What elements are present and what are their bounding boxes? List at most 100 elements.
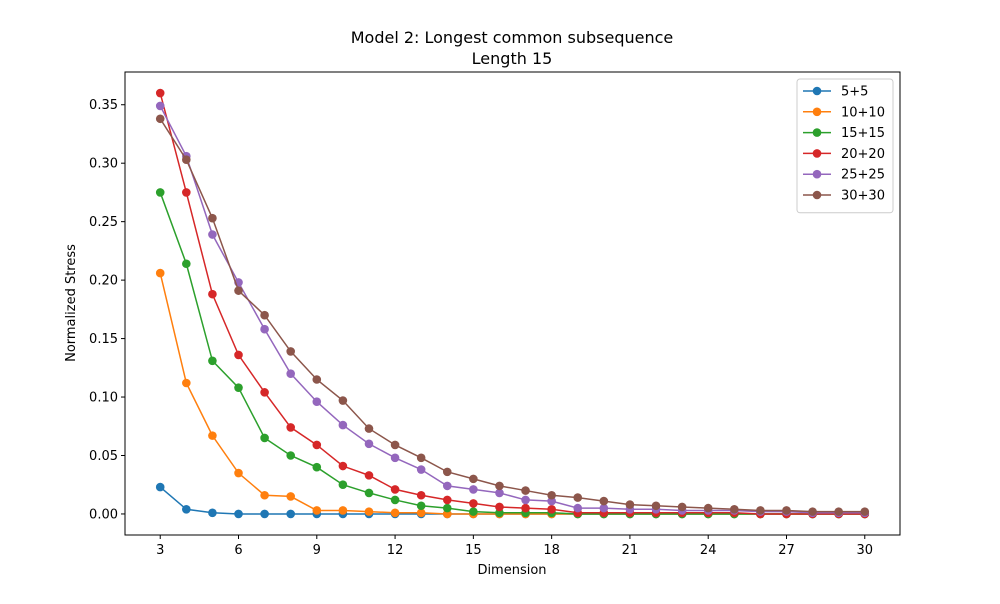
- x-tick-label: 18: [543, 543, 560, 558]
- data-point: [364, 424, 374, 433]
- data-point: [651, 501, 661, 511]
- data-point: [521, 495, 530, 505]
- x-tick-label: 12: [387, 543, 404, 558]
- data-point: [521, 503, 530, 513]
- data-point: [286, 492, 295, 501]
- x-tick-label: 27: [778, 543, 795, 558]
- series-line: [159, 118, 865, 513]
- data-point: [390, 485, 400, 494]
- series-30+30: [155, 114, 870, 516]
- legend-marker: [812, 169, 822, 179]
- data-point: [234, 286, 243, 295]
- y-tick-label: 0.35: [89, 98, 118, 113]
- data-point: [234, 350, 243, 360]
- data-point: [260, 490, 269, 500]
- legend-label: 30+30: [841, 189, 885, 204]
- data-point: [599, 496, 609, 506]
- data-point: [260, 310, 269, 320]
- data-point: [312, 397, 322, 407]
- data-point: [547, 490, 556, 500]
- data-point: [234, 383, 243, 392]
- series-25+25: [155, 101, 870, 518]
- y-tick-label: 0.30: [89, 157, 118, 172]
- data-point: [390, 440, 400, 450]
- data-point: [182, 188, 191, 197]
- data-point: [808, 507, 817, 516]
- data-point: [703, 503, 713, 513]
- y-tick-label: 0.25: [89, 215, 118, 230]
- data-point: [573, 503, 583, 513]
- x-tick-label: 24: [700, 543, 717, 558]
- data-point: [286, 369, 295, 378]
- plot-area: [155, 88, 870, 519]
- data-point: [364, 507, 374, 516]
- data-point: [155, 88, 165, 98]
- data-point: [208, 289, 217, 299]
- x-tick-label: 30: [856, 543, 873, 558]
- data-point: [312, 375, 322, 384]
- data-point: [469, 507, 478, 516]
- y-axis-label: Normalized Stress: [64, 244, 79, 362]
- legend-label: 15+15: [841, 126, 885, 141]
- data-point: [260, 388, 269, 397]
- data-point: [338, 480, 348, 490]
- x-tick-label: 21: [622, 543, 639, 558]
- y-tick-label: 0.05: [89, 449, 118, 464]
- legend-label: 20+20: [841, 147, 885, 162]
- chart-title: Model 2: Longest common subsequence: [351, 28, 674, 47]
- data-point: [442, 467, 452, 477]
- data-point: [834, 507, 843, 516]
- data-point: [155, 188, 165, 197]
- data-point: [390, 453, 400, 463]
- data-point: [364, 439, 374, 449]
- data-point: [416, 508, 426, 518]
- legend-item: 25+25: [803, 168, 885, 183]
- legend-item: 15+15: [803, 126, 885, 141]
- legend-item: 10+10: [803, 105, 885, 120]
- data-point: [260, 509, 269, 519]
- legend-marker: [812, 190, 822, 200]
- series-line: [159, 105, 865, 514]
- x-tick-label: 3: [156, 543, 164, 558]
- data-point: [730, 504, 739, 514]
- data-point: [260, 433, 269, 443]
- data-point: [286, 451, 295, 460]
- data-point: [547, 504, 556, 514]
- data-point: [338, 396, 348, 405]
- data-point: [234, 468, 243, 478]
- series-line: [159, 92, 865, 515]
- data-point: [182, 504, 191, 514]
- axes: 3 6 9 12 15 18 21 24 27 30 0.00 0.05 0.10 0.15 0.20 0.2…: [89, 71, 901, 558]
- data-point: [182, 155, 191, 164]
- legend-marker: [812, 86, 822, 96]
- data-point: [286, 509, 295, 519]
- x-tick-label: 6: [234, 543, 242, 558]
- legend-item: 20+20: [803, 147, 885, 162]
- data-point: [416, 490, 426, 500]
- y-tick-label: 0.10: [89, 391, 118, 406]
- data-point: [625, 500, 635, 509]
- y-tick-label: 0.15: [89, 332, 118, 347]
- data-point: [286, 423, 295, 432]
- data-point: [155, 114, 165, 124]
- series-15+15: [155, 188, 870, 519]
- plot-frame: [124, 71, 901, 536]
- data-point: [364, 488, 374, 498]
- data-point: [338, 461, 348, 471]
- data-point: [756, 506, 765, 515]
- data-point: [364, 471, 374, 480]
- data-point: [495, 488, 504, 498]
- data-point: [338, 420, 348, 430]
- data-point: [442, 503, 452, 513]
- data-point: [208, 431, 217, 440]
- data-point: [312, 440, 322, 450]
- data-point: [208, 508, 217, 518]
- data-point: [782, 506, 791, 515]
- legend-item: 30+30: [803, 189, 885, 204]
- data-point: [234, 509, 243, 519]
- x-tick-label: 15: [465, 543, 482, 558]
- data-point: [521, 486, 530, 495]
- x-tick-label: 9: [313, 543, 321, 558]
